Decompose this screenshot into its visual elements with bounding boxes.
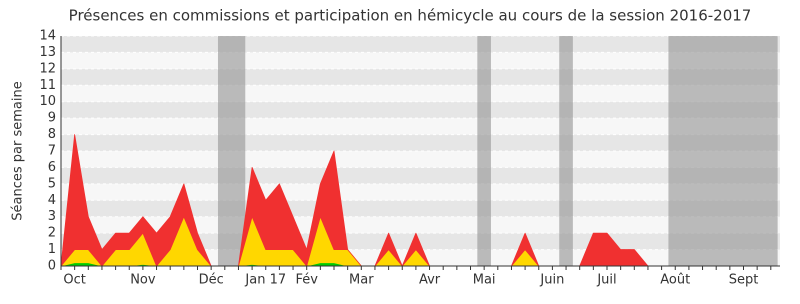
x-tick-label: Juil <box>596 273 616 288</box>
y-tick-label: 6 <box>48 160 56 175</box>
x-tick-label: Oct <box>63 273 85 288</box>
shaded-range <box>477 36 491 266</box>
shaded-range <box>217 36 246 266</box>
x-tick-label: Déc <box>199 273 224 288</box>
shaded-range <box>559 36 573 266</box>
x-tick-label: Mai <box>473 273 496 288</box>
x-tick-label: Juin <box>539 273 564 288</box>
y-tick-label: 9 <box>48 111 56 126</box>
y-tick-label: 10 <box>39 94 56 109</box>
y-tick-label: 13 <box>39 45 56 60</box>
y-tick-label: 12 <box>39 61 56 76</box>
y-tick-label: 4 <box>48 193 56 208</box>
y-tick-label: 0 <box>48 259 56 274</box>
y-tick-label: 11 <box>39 78 56 93</box>
x-tick-label: Nov <box>130 273 156 288</box>
y-tick-label: 1 <box>48 242 56 257</box>
x-tick-label: Jan 17 <box>244 273 286 288</box>
x-tick-label: Avr <box>419 273 441 288</box>
x-tick-label: Fév <box>295 273 318 288</box>
shaded-range <box>668 36 778 266</box>
x-tick-label: Mar <box>349 273 374 288</box>
y-tick-label: 2 <box>48 226 56 241</box>
chart-title: Présences en commissions et participatio… <box>69 7 752 25</box>
y-tick-label: 3 <box>48 209 56 224</box>
y-tick-label: 7 <box>48 144 56 159</box>
x-tick-label: Août <box>660 273 690 288</box>
y-tick-label: 14 <box>39 29 56 44</box>
y-axis-label: Séances par semaine <box>11 81 26 220</box>
y-tick-label: 8 <box>48 127 56 142</box>
y-tick-label: 5 <box>48 176 56 191</box>
x-tick-label: Sept <box>729 273 759 288</box>
